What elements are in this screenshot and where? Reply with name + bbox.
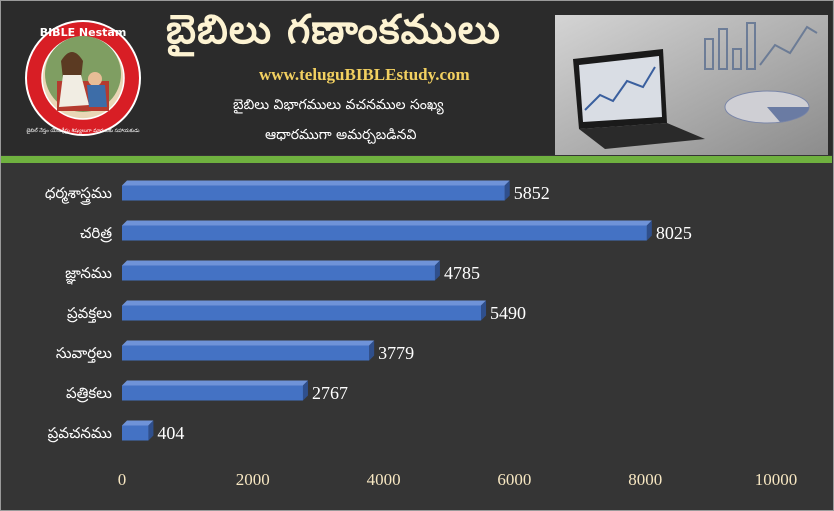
bar-side-face [148,420,154,441]
header-banner: BIBLE Nestam బైబిల్ నేస్తం యేసుక్రీస్తు … [1,1,832,155]
green-divider [1,156,832,163]
bar-side-face [434,260,440,281]
bar-side-face [504,180,510,201]
category-label: సువార్తలు [56,344,112,363]
bar [122,225,647,241]
subtitle-line-1: బైబిలు విభాగములు వచనముల సంఖ్య [233,97,444,113]
page-title: బైబిలు గణాంకములు [166,7,501,53]
bar-top-face [122,420,154,426]
category-label: పత్రికలు [66,384,112,403]
x-tick-label: 2000 [236,470,270,489]
bar-top-face [122,180,510,186]
category-label: జ్ఞానము [65,264,112,285]
category-label: ప్రవచనము [47,424,112,443]
bar [122,185,505,201]
data-label: 4785 [444,263,480,283]
bar-chart: ధర్మశాస్త్రము 5852 చరిత్ర 8025 జ్ఞానము 4785 ప్… [45,180,798,489]
website-url: www.teluguBIBLEstudy.com [259,65,470,84]
bar-top-face [122,260,440,266]
bar-side-face [369,340,375,361]
bar [122,345,370,361]
bar-top-face [122,380,308,386]
x-tick-label: 4000 [367,470,401,489]
data-label: 8025 [656,223,692,243]
data-label: 5490 [490,303,526,323]
subtitle-line-2: ఆధారముగా అమర్చబడినవి [265,127,417,143]
bar-side-face [646,220,652,241]
category-label: ధర్మశాస్త్రము [45,184,112,206]
data-label: 2767 [312,383,348,403]
bar-top-face [122,220,652,226]
x-tick-label: 8000 [628,470,662,489]
bible-nestam-logo: BIBLE Nestam బైబిల్ నేస్తం యేసుక్రీస్తు … [25,20,141,136]
category-label: చరిత్ర [80,224,112,243]
bar [122,305,482,321]
bar [122,425,149,441]
bar [122,385,303,401]
logo-top-text: BIBLE Nestam [40,26,127,39]
category-label: ప్రవక్తలు [67,304,112,323]
bar [122,265,435,281]
data-label: 5852 [514,183,550,203]
data-label: 404 [157,423,184,443]
data-label: 3779 [378,343,414,363]
bar-side-face [302,380,308,401]
x-tick-label: 6000 [497,470,531,489]
bar-top-face [122,300,487,306]
logo-bottom-text: బైబిల్ నేస్తం యేసుక్రీస్తు శిష్యులుగా మా… [27,127,140,134]
x-tick-label: 10000 [755,470,798,489]
bar-side-face [481,300,487,321]
bar-top-face [122,340,375,346]
x-tick-label: 0 [118,470,127,489]
laptop-charts-image [555,15,828,155]
